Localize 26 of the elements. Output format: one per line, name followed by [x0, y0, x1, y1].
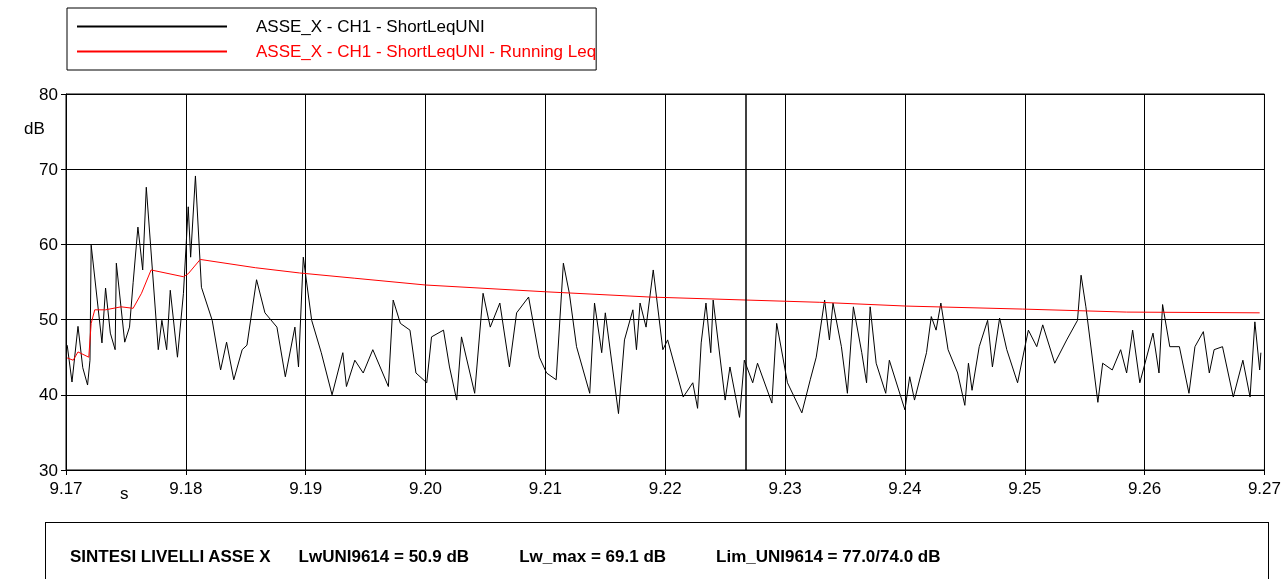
y-tick-label: 50 [39, 310, 58, 330]
text: Lw_max = 69.1 dB [519, 547, 667, 567]
line-series [66, 258, 1261, 361]
x-tick-label: 9.27 [1247, 479, 1281, 498]
x-tick-label: 9.23 [768, 479, 802, 498]
x-tick-label: 9.24 [888, 479, 922, 498]
x-tick-label: 9.17 [49, 479, 83, 498]
text: LwUNI9614 = 50.9 dB [298, 547, 470, 567]
x-tick-label: 9.21 [528, 479, 562, 498]
text: Lim_UNI9614 = 77.0/74.0 dB [716, 547, 941, 567]
y-axis-title: dB [24, 119, 45, 138]
x-tick-label: 9.22 [648, 479, 682, 498]
y-tick-label: 40 [39, 385, 58, 405]
y-tick-label: 30 [39, 460, 58, 480]
text: SINTESI LIVELLI ASSE X [70, 547, 271, 567]
x-tick-label: 9.26 [1128, 479, 1162, 498]
x-tick-label: 9.18 [169, 479, 203, 498]
x-axis-title: s [120, 484, 129, 503]
text: ASSE_X - CH1 - ShortLeqUNI - Running Leq [256, 42, 597, 61]
x-tick-label: 9.19 [289, 479, 323, 498]
x-tick-label: 9.25 [1008, 479, 1042, 498]
y-tick-label: 70 [39, 159, 58, 179]
y-tick-label: 60 [39, 234, 58, 254]
y-tick-label: 80 [39, 84, 58, 104]
x-tick-label: 9.20 [408, 479, 443, 498]
text: ASSE_X - CH1 - ShortLeqUNI [256, 17, 485, 36]
